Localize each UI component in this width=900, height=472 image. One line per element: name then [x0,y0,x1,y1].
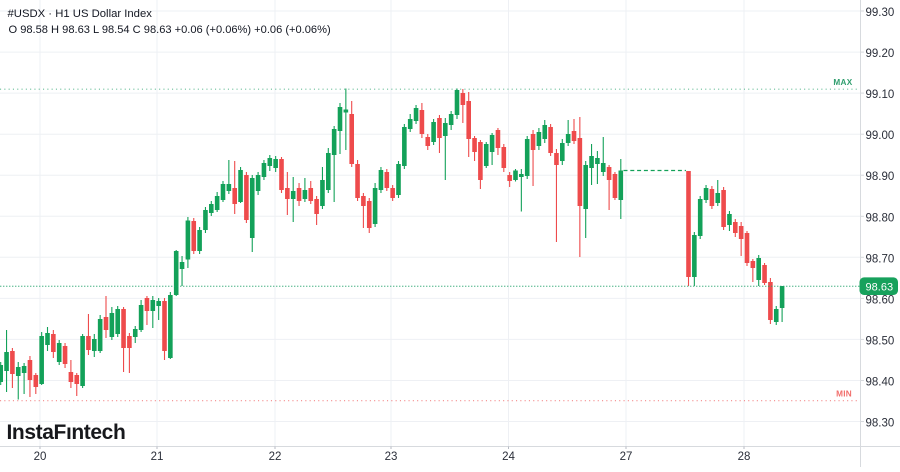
svg-text:23: 23 [385,451,398,463]
svg-text:98.40: 98.40 [866,377,895,389]
svg-text:98.90: 98.90 [866,171,895,183]
svg-text:99.10: 99.10 [866,89,895,101]
svg-text:MAX: MAX [833,78,852,87]
svg-text:20: 20 [34,451,47,463]
svg-text:24: 24 [502,451,515,463]
svg-text:99.20: 99.20 [866,48,895,60]
svg-text:98.30: 98.30 [866,418,895,430]
svg-text:99.30: 99.30 [866,7,895,19]
svg-text:O 98.58 H 98.63 L 98.54 C 98.6: O 98.58 H 98.63 L 98.54 C 98.63 +0.06 (+… [9,24,331,36]
svg-text:21: 21 [151,451,164,463]
svg-text:MIN: MIN [836,390,852,399]
svg-text:98.50: 98.50 [866,335,895,347]
svg-text:#USDX · H1 US Dollar Index: #USDX · H1 US Dollar Index [8,8,153,20]
svg-text:98.60: 98.60 [866,294,895,306]
svg-text:22: 22 [269,451,282,463]
svg-text:28: 28 [738,451,751,463]
svg-text:98.70: 98.70 [866,253,895,265]
svg-text:InstaFıntech: InstaFıntech [7,421,126,444]
svg-text:98.80: 98.80 [866,212,895,224]
svg-text:98.63: 98.63 [866,282,894,294]
svg-text:99.00: 99.00 [866,130,895,142]
svg-text:27: 27 [620,451,633,463]
